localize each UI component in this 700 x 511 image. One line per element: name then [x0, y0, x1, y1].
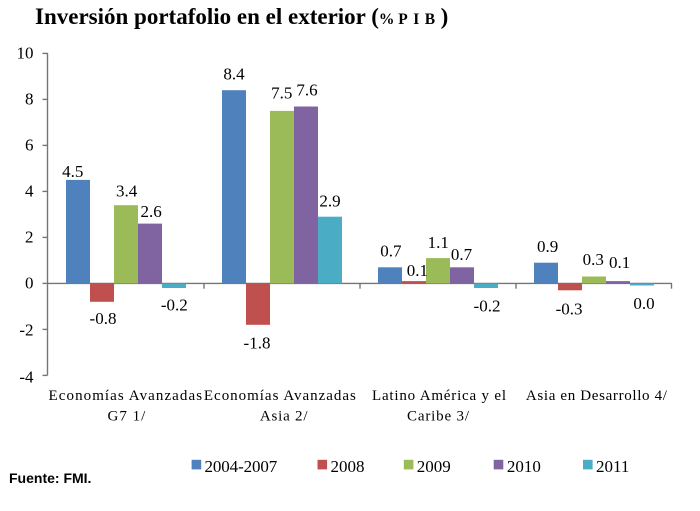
svg-text:7.5: 7.5	[271, 84, 292, 103]
svg-text:-2: -2	[19, 321, 33, 340]
svg-text:0.9: 0.9	[537, 237, 558, 256]
svg-text:0.0: 0.0	[633, 294, 654, 313]
svg-text:2.6: 2.6	[140, 202, 161, 221]
svg-text:0.1: 0.1	[609, 253, 630, 272]
svg-text:2008: 2008	[331, 457, 365, 476]
svg-text:0.7: 0.7	[451, 245, 473, 264]
svg-text:-0.8: -0.8	[90, 309, 117, 328]
svg-text:Asia en Desarrollo 4/: Asia en Desarrollo 4/	[526, 388, 668, 404]
svg-text:7.6: 7.6	[296, 80, 317, 99]
svg-text:2011: 2011	[596, 457, 629, 476]
svg-text:Economías Avanzadas: Economías Avanzadas	[204, 388, 356, 404]
svg-text:1.1: 1.1	[428, 233, 449, 252]
svg-text:-4: -4	[19, 367, 34, 386]
svg-text:10: 10	[17, 44, 34, 63]
svg-text:-0.3: -0.3	[556, 299, 583, 318]
svg-text:2.9: 2.9	[319, 192, 340, 211]
svg-text:4: 4	[25, 182, 34, 201]
svg-text:Caribe 3/: Caribe 3/	[407, 408, 470, 424]
svg-text:2009: 2009	[417, 457, 451, 476]
svg-text:0.3: 0.3	[583, 250, 604, 269]
svg-text:Asia 2/: Asia 2/	[260, 408, 308, 424]
svg-text:0.1: 0.1	[407, 261, 428, 280]
svg-text:2004-2007: 2004-2007	[205, 457, 278, 476]
svg-text:4.5: 4.5	[62, 162, 83, 181]
svg-text:Latino América y el: Latino América y el	[372, 388, 506, 404]
svg-text:8.4: 8.4	[223, 64, 245, 83]
svg-text:G7 1/: G7 1/	[108, 408, 147, 424]
svg-text:0.7: 0.7	[380, 241, 402, 260]
svg-text:0: 0	[25, 273, 34, 292]
svg-text:-0.2: -0.2	[161, 295, 188, 314]
svg-text:3.4: 3.4	[116, 181, 138, 200]
svg-text:2: 2	[25, 228, 34, 247]
svg-text:2010: 2010	[507, 457, 541, 476]
svg-text:6: 6	[25, 136, 34, 155]
svg-text:-0.2: -0.2	[474, 297, 501, 316]
svg-text:8: 8	[25, 90, 34, 109]
svg-text:Economías Avanzadas: Economías Avanzadas	[49, 388, 203, 404]
svg-text:-1.8: -1.8	[244, 334, 271, 353]
svg-text:Fuente: FMI.: Fuente: FMI.	[9, 470, 91, 486]
